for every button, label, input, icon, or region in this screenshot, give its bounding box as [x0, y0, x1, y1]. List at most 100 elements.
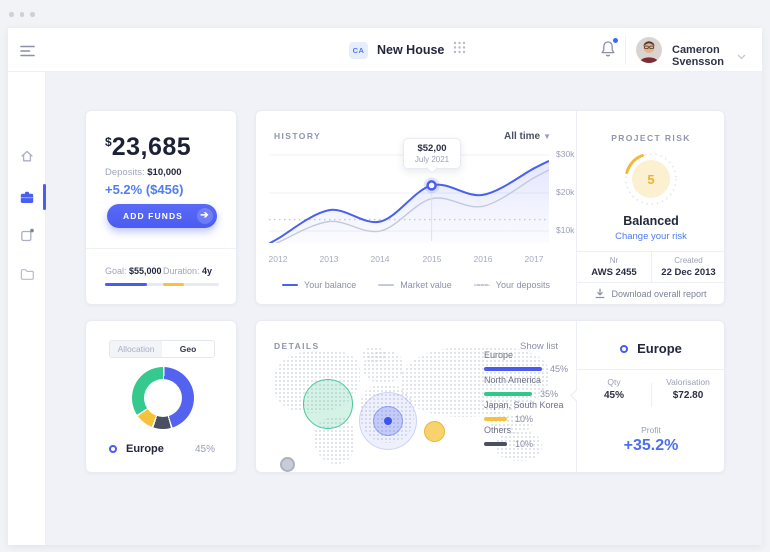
workspace-badge: CA	[349, 41, 368, 59]
panel-divider	[577, 369, 725, 370]
window-dot	[19, 12, 24, 17]
profit-block: Profit +35.2%	[577, 425, 725, 455]
user-avatar[interactable]	[636, 37, 662, 63]
user-name[interactable]: Cameron Svensson	[672, 44, 724, 68]
risk-title: PROJECT RISK	[611, 133, 691, 143]
geo-item-europe[interactable]: Europe 45%	[484, 350, 569, 374]
goal-progress-track	[105, 283, 163, 286]
menu-icon[interactable]	[20, 44, 36, 62]
add-funds-button[interactable]: ADD FUNDS ➔	[107, 204, 217, 228]
download-report-link[interactable]: Download overall report	[577, 283, 725, 304]
geo-item-north-america[interactable]: North America 35%	[484, 375, 559, 399]
chevron-down-icon: ▼	[543, 132, 552, 141]
region-stats-row: Qty 45% Valorisation $72.80	[577, 377, 725, 401]
geo-donut-chart[interactable]	[132, 367, 194, 429]
time-range-selector[interactable]: All time ▼	[504, 131, 552, 142]
legend-item-deposits[interactable]: Your deposits	[473, 280, 550, 290]
notification-badge	[612, 37, 619, 44]
tab-allocation[interactable]: Allocation	[110, 341, 162, 357]
app-window: CA New House	[8, 28, 762, 545]
map-bubble-others[interactable]	[280, 457, 295, 472]
window-dot	[30, 12, 35, 17]
card-divider	[86, 248, 236, 249]
y-axis-tick: $30k	[556, 149, 575, 159]
risk-info-row: Nr AWS 2455 Created 22 Dec 2013	[577, 251, 725, 283]
y-axis-tick: $20k	[556, 187, 575, 197]
sidebar-item-home[interactable]	[19, 148, 35, 164]
legend-swatch	[282, 284, 299, 286]
tab-geo[interactable]: Geo	[162, 341, 214, 357]
apps-grid-icon[interactable]	[453, 41, 466, 59]
map-land	[363, 351, 403, 383]
chart-tooltip: $52,00 July 2021	[403, 138, 461, 169]
show-list-link[interactable]: Show list	[519, 341, 558, 352]
dashboard-content: $23,685 Deposits: $10,000 +5.2% ($456) A…	[46, 72, 762, 545]
balance-change: +5.2% ($456)	[105, 182, 184, 197]
risk-score: 5	[632, 160, 670, 198]
geo-bar	[484, 367, 542, 371]
region-title-row: Europe	[577, 341, 725, 356]
balance-amount: 23,685	[111, 133, 192, 161]
user-menu-chevron-down-icon[interactable]	[737, 47, 746, 65]
geo-item-others[interactable]: Others 10%	[484, 425, 534, 449]
risk-level: Balanced	[623, 214, 679, 228]
map-bubble-north-america[interactable]	[303, 379, 353, 429]
legend-swatch	[473, 284, 490, 286]
history-title: HISTORY	[274, 131, 322, 141]
goal-progress-fill	[105, 283, 147, 286]
map-land	[496, 431, 542, 461]
allocation-tabs: Allocation Geo	[109, 340, 215, 358]
window-dot	[9, 12, 14, 17]
valorisation-cell: Valorisation $72.80	[651, 377, 725, 401]
region-marker-icon	[109, 445, 117, 453]
sidebar-item-portfolio[interactable]	[19, 189, 35, 205]
sidebar-item-export[interactable]	[19, 227, 35, 243]
geo-bar	[484, 417, 507, 421]
x-axis-tick: 2012	[268, 254, 288, 264]
arrow-right-icon: ➔	[197, 208, 213, 224]
risk-nr-cell: Nr AWS 2455	[577, 252, 651, 282]
profit-value: +35.2%	[623, 437, 679, 454]
project-risk-panel: PROJECT RISK 5 Balanced Change your risk	[576, 111, 725, 304]
risk-nr-value: AWS 2455	[591, 267, 637, 278]
x-axis-tick: 2015	[422, 254, 442, 264]
deposits-line: Deposits: $10,000	[105, 167, 182, 178]
region-detail-panel: Europe Qty 45% Valorisation $72.80	[570, 321, 725, 472]
duration-metric: Duration: 4y	[163, 266, 213, 276]
history-card: HISTORY All time ▼ $30k $20k	[255, 110, 725, 305]
selected-region-pct: 45%	[194, 443, 215, 455]
download-icon	[596, 288, 605, 299]
selected-region-row[interactable]: Europe 45%	[109, 443, 215, 455]
duration-progress-fill	[163, 283, 184, 286]
risk-created-cell: Created 22 Dec 2013	[651, 252, 725, 282]
active-nav-indicator	[43, 184, 46, 210]
x-axis-tick: 2013	[319, 254, 339, 264]
qty-value: 45%	[603, 390, 624, 401]
geo-bar	[484, 442, 507, 446]
legend-item-market[interactable]: Market value	[378, 280, 452, 290]
sidebar-item-folder[interactable]	[19, 266, 35, 282]
world-map	[266, 347, 566, 472]
map-bubble-japan[interactable]	[424, 421, 445, 442]
workspace-switcher[interactable]: CA New House	[349, 39, 466, 61]
window-controls	[9, 12, 35, 17]
workspace-name: New House	[377, 43, 445, 57]
notifications-bell-icon[interactable]	[599, 37, 619, 61]
change-risk-link[interactable]: Change your risk	[615, 231, 687, 242]
y-axis-tick: $10k	[556, 225, 575, 235]
legend-item-balance[interactable]: Your balance	[282, 280, 356, 290]
details-card: DETAILS Show list	[255, 320, 725, 473]
currency-symbol: $	[105, 135, 112, 149]
x-axis-tick: 2017	[524, 254, 544, 264]
qty-cell: Qty 45%	[577, 377, 651, 401]
geo-item-japan-south-korea[interactable]: Japan, South Korea 10%	[484, 400, 564, 424]
goal-metric: Goal: $55,000	[105, 266, 162, 276]
geo-bar	[484, 392, 532, 396]
chart-legend: Your balance Market value Your deposits	[256, 280, 576, 290]
risk-created-value: 22 Dec 2013	[661, 267, 716, 278]
header-divider	[625, 36, 626, 64]
selected-region-name: Europe	[126, 443, 164, 455]
tooltip-date: July 2021	[414, 155, 450, 164]
tooltip-value: $52,00	[417, 143, 447, 154]
